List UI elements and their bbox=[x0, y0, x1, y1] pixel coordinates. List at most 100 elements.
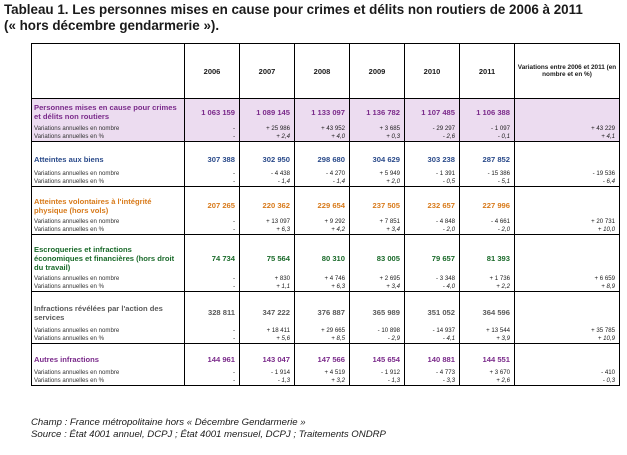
variation-percent-value: + 3,2 bbox=[294, 377, 350, 386]
variation-percent-value: - 3,3 bbox=[404, 377, 460, 386]
variation-count-value: + 3 685 bbox=[349, 125, 405, 133]
variation-percent-value: + 1,1 bbox=[239, 283, 295, 292]
variation-percent-row: Variations annuelles en % - - 1,4- 1,4 + 2,… bbox=[31, 178, 620, 187]
variation-count-value: + 43 229 bbox=[514, 125, 620, 133]
category-value: 376 887 bbox=[294, 298, 350, 327]
variation-count-value: - 19 536 bbox=[514, 170, 620, 178]
variation-percent-value: + 8,9 bbox=[514, 283, 620, 292]
spacer-cell bbox=[514, 343, 620, 350]
variation-total-empty bbox=[514, 350, 620, 369]
category-value: 364 596 bbox=[459, 298, 515, 327]
category-value: 307 388 bbox=[184, 148, 240, 170]
variation-percent-value: + 3,4 bbox=[349, 283, 405, 292]
category-value: 220 362 bbox=[239, 193, 295, 218]
category-value: 1 136 782 bbox=[349, 98, 405, 125]
variation-percent-label: Variations annuelles en % bbox=[31, 133, 185, 142]
category-value: 227 996 bbox=[459, 193, 515, 218]
variation-percent-value: - 4,1 bbox=[404, 335, 460, 344]
variation-percent-value: + 10,9 bbox=[514, 335, 620, 344]
variation-count-value: + 35 785 bbox=[514, 327, 620, 335]
category-value: 302 950 bbox=[239, 148, 295, 170]
variation-percent-value: - 0,3 bbox=[514, 377, 620, 386]
category-label: Autres infractions bbox=[31, 350, 185, 369]
variation-count-value: - bbox=[184, 369, 240, 377]
variation-count-row: Variations annuelles en nombre - - 4 438- … bbox=[31, 170, 620, 178]
spacer-cell bbox=[514, 234, 620, 241]
variation-count-row: Variations annuelles en nombre - + 18 411 +… bbox=[31, 327, 620, 335]
category-label: Atteintes volontaires à l'intégrité phys… bbox=[31, 193, 185, 218]
variation-count-value: - 1 914 bbox=[239, 369, 295, 377]
variation-count-value: - 4 661 bbox=[459, 218, 515, 226]
variation-count-value: + 13 544 bbox=[459, 327, 515, 335]
variation-percent-row: Variations annuelles en % - + 6,3 + 4,2 + 3,… bbox=[31, 226, 620, 235]
category-value: 207 265 bbox=[184, 193, 240, 218]
variation-count-value: - bbox=[184, 275, 240, 283]
variation-count-value: + 20 731 bbox=[514, 218, 620, 226]
table-title: Tableau 1. Les personnes mises en cause … bbox=[4, 2, 619, 34]
variation-count-value: + 4 519 bbox=[294, 369, 350, 377]
variation-count-row: Variations annuelles en nombre - + 830 + 4 … bbox=[31, 275, 620, 283]
variation-percent-value: - bbox=[184, 377, 240, 386]
category-value: 237 505 bbox=[349, 193, 405, 218]
category-label: Escroqueries et infractions économiques … bbox=[31, 241, 185, 275]
spacer-cell bbox=[514, 291, 620, 298]
category-value: 83 005 bbox=[349, 241, 405, 275]
variation-percent-value: + 2,0 bbox=[349, 178, 405, 187]
variation-percent-value: + 10,0 bbox=[514, 226, 620, 235]
variation-count-value: + 3 670 bbox=[459, 369, 515, 377]
variation-count-value: - 29 297 bbox=[404, 125, 460, 133]
category-row: Autres infractions 144 961 143 047 147 566 1… bbox=[31, 350, 620, 369]
variation-count-value: - bbox=[184, 327, 240, 335]
variation-percent-value: + 4,2 bbox=[294, 226, 350, 235]
variation-percent-value: + 3,9 bbox=[459, 335, 515, 344]
variation-percent-label: Variations annuelles en % bbox=[31, 377, 185, 386]
variation-count-value: - bbox=[184, 170, 240, 178]
variation-total-empty bbox=[514, 193, 620, 218]
variation-count-value: + 9 292 bbox=[294, 218, 350, 226]
variation-count-value: + 18 411 bbox=[239, 327, 295, 335]
category-row: Escroqueries et infractions économiques … bbox=[31, 241, 620, 275]
category-value: 143 047 bbox=[239, 350, 295, 369]
variation-percent-value: - bbox=[184, 226, 240, 235]
variation-percent-value: + 8,5 bbox=[294, 335, 350, 344]
category-value: 145 654 bbox=[349, 350, 405, 369]
variation-count-value: - 4 848 bbox=[404, 218, 460, 226]
title-line-2: (« hors décembre gendarmerie »). bbox=[4, 18, 220, 33]
variation-percent-value: - 6,4 bbox=[514, 178, 620, 187]
statistics-table: 2006 2007 2008 2009 2010 2011 Variations… bbox=[31, 43, 620, 386]
category-value: 328 811 bbox=[184, 298, 240, 327]
variation-count-row: Variations annuelles en nombre - + 25 986 +… bbox=[31, 125, 620, 133]
category-value: 304 629 bbox=[349, 148, 405, 170]
spacer-cell bbox=[514, 186, 620, 193]
variation-percent-label: Variations annuelles en % bbox=[31, 226, 185, 235]
variation-total-empty bbox=[514, 241, 620, 275]
variation-percent-value: + 3,4 bbox=[349, 226, 405, 235]
title-line-1: Tableau 1. Les personnes mises en cause … bbox=[4, 2, 583, 17]
variation-count-value: - 14 937 bbox=[404, 327, 460, 335]
category-value: 287 852 bbox=[459, 148, 515, 170]
category-value: 347 222 bbox=[239, 298, 295, 327]
category-value: 229 654 bbox=[294, 193, 350, 218]
category-value: 81 393 bbox=[459, 241, 515, 275]
variation-total-empty bbox=[514, 98, 620, 125]
variation-percent-value: + 2,2 bbox=[459, 283, 515, 292]
spacer-row bbox=[31, 141, 620, 148]
category-label: Infractions révélées par l'action des se… bbox=[31, 298, 185, 327]
variation-percent-value: - 2,9 bbox=[349, 335, 405, 344]
category-value: 79 657 bbox=[404, 241, 460, 275]
variation-percent-value: - 1,3 bbox=[239, 377, 295, 386]
category-value: 144 551 bbox=[459, 350, 515, 369]
header-year: 2010 bbox=[404, 43, 460, 99]
variation-count-value: - 10 898 bbox=[349, 327, 405, 335]
footnotes: Champ : France métropolitaine hors « Déc… bbox=[31, 417, 386, 441]
variation-count-value: + 830 bbox=[239, 275, 295, 283]
variation-count-label: Variations annuelles en nombre bbox=[31, 369, 185, 377]
category-value: 232 657 bbox=[404, 193, 460, 218]
variation-count-value: + 43 952 bbox=[294, 125, 350, 133]
variation-count-value: + 25 986 bbox=[239, 125, 295, 133]
variation-percent-value: + 6,3 bbox=[294, 283, 350, 292]
category-label: Atteintes aux biens bbox=[31, 148, 185, 170]
spacer-row bbox=[31, 291, 620, 298]
variation-count-value: + 2 695 bbox=[349, 275, 405, 283]
variation-percent-value: - bbox=[184, 178, 240, 187]
